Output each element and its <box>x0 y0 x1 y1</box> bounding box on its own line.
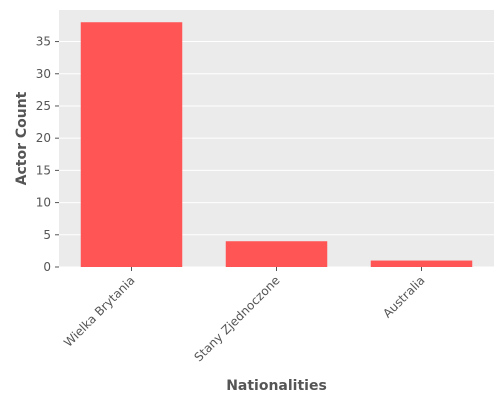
x-tick-label: Stany Zjednoczone <box>191 273 282 364</box>
bar-wielka-brytania <box>80 22 183 267</box>
bars <box>80 22 473 267</box>
bar-stany-zjednoczone <box>225 241 328 267</box>
x-tick-label: Australia <box>380 273 427 320</box>
y-tick-label: 5 <box>43 228 51 242</box>
y-tick-label: 35 <box>36 35 51 49</box>
x-tick-label: Wielka Brytania <box>61 273 138 350</box>
y-axis: 0 5 10 15 20 25 30 35 <box>36 35 59 274</box>
y-tick-label: 25 <box>36 99 51 113</box>
y-tick-label: 10 <box>36 196 51 210</box>
x-axis-title: Nationalities <box>226 378 327 394</box>
y-tick-label: 15 <box>36 163 51 177</box>
y-tick-label: 30 <box>36 67 51 81</box>
bar-australia <box>370 260 473 267</box>
y-tick-label: 0 <box>43 260 51 274</box>
y-tick-label: 20 <box>36 131 51 145</box>
x-axis: Wielka Brytania Stany Zjednoczone Australi… <box>61 267 428 364</box>
y-axis-title: Actor Count <box>14 91 30 185</box>
